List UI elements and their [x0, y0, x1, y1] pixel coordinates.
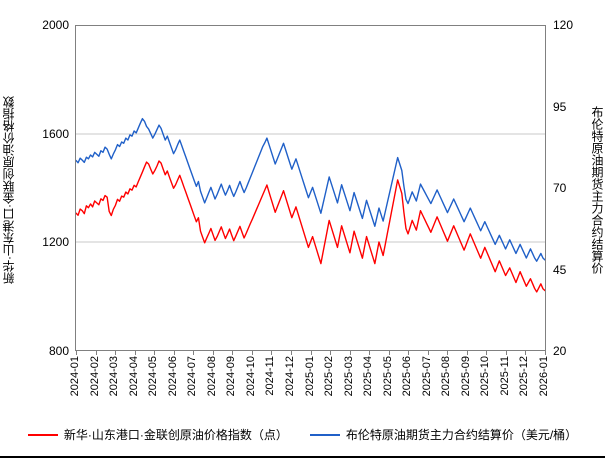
x-axis-tick-label: 2025-07: [420, 356, 433, 397]
x-axis-tick-label: 2025-02: [323, 356, 336, 397]
x-axis-tick-label: 2024-06: [166, 356, 179, 397]
x-axis-tick-label: 2025-10: [479, 356, 492, 397]
x-axis-tick-label: 2026-01: [538, 356, 550, 397]
left-axis-tick-label: 1200: [42, 235, 69, 250]
x-axis-tick-mark: [408, 351, 410, 355]
x-axis-tick-mark: [271, 351, 273, 355]
x-axis-tick-mark: [349, 351, 351, 355]
data-series-group: [76, 117, 545, 293]
x-axis-tick-label: 2025-03: [342, 356, 355, 397]
chart-legend: 新华·山东港口·金联创原油价格指数（点） 布伦特原油期货主力合约结算价（美元/桶）: [0, 422, 605, 448]
x-axis-tick-mark: [310, 351, 312, 355]
right-axis-tick-label: 120: [553, 18, 574, 32]
right-axis-tick-label: 45: [553, 262, 567, 277]
legend-line-swatch: [27, 434, 58, 436]
x-axis-tick-label: 2024-10: [244, 356, 257, 397]
x-axis-tick-label: 2024-04: [127, 356, 140, 397]
series-line-blue: [76, 117, 545, 262]
x-axis-tick-label: 2024-11: [264, 356, 277, 396]
x-axis-tick-mark: [466, 351, 468, 355]
x-axis-tick-mark: [76, 351, 77, 355]
x-axis-tick-label: 2025-06: [401, 356, 414, 397]
x-axis-tick-mark: [330, 351, 332, 355]
x-axis-tick-mark: [95, 351, 97, 355]
x-axis-tick-mark: [525, 351, 527, 355]
x-axis-tick-mark: [427, 351, 429, 355]
gridlines: [76, 133, 545, 243]
right-axis-tick-label: 20: [553, 344, 567, 358]
x-axis-tick-mark: [545, 351, 546, 355]
x-axis-tick-mark: [388, 351, 390, 355]
x-axis-tick-mark: [193, 351, 195, 355]
x-axis-tick-label: 2024-07: [186, 356, 199, 397]
left-axis-tick-label: 1600: [42, 126, 69, 141]
legend-label: 布伦特原油期货主力合约结算价（美元/桶）: [345, 428, 578, 442]
x-axis-tick-label: 2024-03: [108, 356, 121, 397]
x-axis-tick-label: 2024-09: [225, 356, 238, 397]
x-axis-tick-mark: [290, 351, 292, 355]
x-axis-tick-mark: [173, 351, 175, 355]
x-axis-tick-label: 2025-01: [303, 356, 316, 397]
x-axis-tick-label: 2025-04: [362, 356, 375, 397]
right-axis-tick-label: 95: [553, 99, 567, 114]
right-axis-tick-label: 70: [553, 181, 567, 195]
x-axis-tick-label: 2024-08: [205, 356, 218, 397]
series-line-red: [76, 160, 545, 293]
x-axis-tick-label: 2025-05: [381, 356, 394, 397]
left-axis-tick-label: 2000: [42, 18, 69, 32]
legend-label: 新华·山东港口·金联创原油价格指数（点）: [63, 428, 288, 442]
legend-item[interactable]: 新华·山东港口·金联创原油价格指数（点）: [27, 428, 288, 442]
x-axis-tick-mark: [212, 351, 214, 355]
x-axis-tick-label: 2024-05: [147, 356, 160, 397]
x-axis-tick-mark: [369, 351, 371, 355]
x-axis-tick-mark: [505, 351, 507, 355]
x-axis-tick-mark: [115, 351, 117, 355]
x-axis-tick-label: 2025-12: [518, 356, 531, 397]
left-axis-title: 新华·山东港口·金联创原油价格指数: [2, 96, 16, 284]
x-axis-tick-mark: [251, 351, 253, 355]
legend-line-swatch: [309, 434, 340, 436]
x-axis-tick-mark: [232, 351, 234, 355]
x-axis-tick-mark: [154, 351, 156, 355]
plot-area: [75, 25, 546, 351]
x-axis-tick-mark: [486, 351, 488, 355]
x-axis-tick-label: 2024-02: [88, 356, 101, 397]
right-axis-title: 布伦特原油期货主力合约结算价: [590, 106, 604, 274]
x-axis-tick-mark: [447, 351, 449, 355]
x-axis-tick-label: 2025-09: [459, 356, 472, 397]
x-axis-tick-label: 2024-12: [283, 356, 296, 397]
x-axis-tick-label: 2025-08: [440, 356, 453, 397]
left-axis-tick-label: 800: [48, 344, 69, 358]
x-axis-tick-label: 2025-11: [498, 356, 511, 396]
legend-item[interactable]: 布伦特原油期货主力合约结算价（美元/桶）: [309, 428, 578, 442]
x-axis-tick-label: 2024-01: [69, 356, 81, 397]
series-canvas: [76, 117, 545, 293]
x-axis-tick-mark: [134, 351, 136, 355]
